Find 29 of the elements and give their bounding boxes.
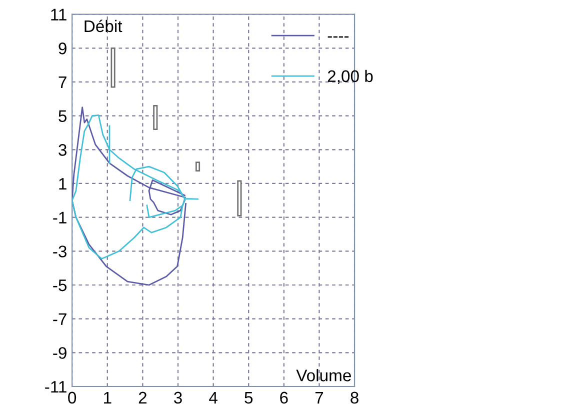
x-tick-label: 1 [104,392,112,404]
y-tick-label: 9 [58,42,66,54]
x-tick-label: 7 [315,392,324,404]
bar [153,104,158,130]
y-tick-label: 11 [51,8,66,20]
bar [110,47,116,88]
y-tick-label: 7 [58,76,66,88]
y-tick-label: 1 [59,178,66,190]
bar [237,180,242,216]
x-tick-label: 0 [68,392,76,404]
legend-label: 2,00 b [328,70,373,84]
y-tick-label: -1 [53,212,66,224]
legend-label: ---- [328,36,349,38]
y-tick-label: 3 [58,144,66,156]
x-tick-label: 6 [280,392,288,404]
x-tick-label: 3 [174,392,182,404]
y-axis-title: Débit [84,20,122,32]
y-tick-label: -5 [53,280,67,292]
y-tick-label: -7 [53,313,66,325]
x-tick-label: 8 [350,392,358,404]
y-tick-label: -9 [53,347,66,359]
x-axis-title: Volume [296,369,351,382]
bar [195,162,200,172]
x-tick-label: 2 [138,392,146,404]
x-tick-label: 5 [244,392,253,404]
y-tick-label: -3 [53,246,66,258]
y-tick-label: 5 [58,110,67,122]
x-tick-label: 4 [209,392,218,404]
y-tick-label: -11 [45,381,66,393]
